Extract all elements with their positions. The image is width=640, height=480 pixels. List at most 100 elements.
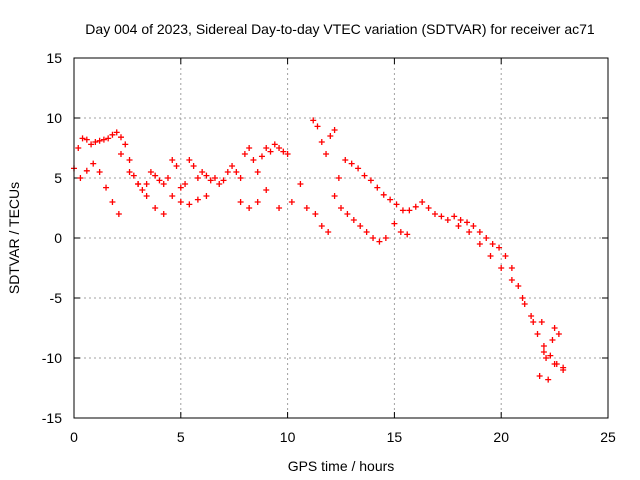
data-point [560, 367, 567, 373]
data-point [312, 211, 319, 217]
data-point [90, 160, 97, 167]
data-point [143, 193, 150, 199]
data-point [160, 181, 167, 187]
x-tick-label: 0 [70, 429, 78, 445]
data-point [551, 361, 558, 367]
data-point [508, 277, 515, 283]
y-tick-label: 0 [54, 230, 62, 246]
data-point [117, 134, 124, 141]
data-point [220, 177, 227, 184]
data-point [476, 229, 483, 235]
data-point [357, 223, 364, 229]
data-point [130, 172, 137, 179]
data-point [224, 169, 231, 175]
data-point [538, 319, 545, 325]
data-point [169, 157, 176, 163]
data-point [173, 163, 180, 169]
data-point [117, 151, 124, 157]
data-point [207, 177, 214, 184]
data-point [109, 199, 116, 205]
data-point [246, 145, 253, 151]
y-tick-label: 15 [46, 50, 62, 66]
data-series [536, 319, 562, 383]
data-point [470, 223, 477, 229]
y-axis-label: SDTVAR / TECUs [6, 182, 22, 294]
data-point [115, 211, 122, 217]
data-point [152, 205, 159, 211]
data-point [100, 136, 107, 143]
data-point [387, 196, 394, 203]
x-axis-ticks: 0 5 10 15 20 25 [70, 58, 616, 445]
data-point [237, 199, 244, 205]
data-point [331, 193, 338, 199]
data-series [276, 181, 310, 211]
x-axis-label: GPS time / hours [288, 458, 395, 474]
data-point [502, 253, 509, 259]
data-point [280, 148, 287, 155]
data-point [363, 229, 370, 235]
data-point [122, 141, 129, 148]
data-point [404, 231, 411, 238]
plot-frame [73, 57, 609, 419]
data-point [83, 136, 90, 143]
data-point [540, 349, 547, 355]
data-point [547, 352, 554, 359]
data-point [152, 172, 159, 179]
data-point [241, 151, 248, 157]
data-point [323, 151, 330, 157]
data-point [382, 235, 389, 241]
data-point [534, 331, 541, 337]
data-point [288, 199, 295, 205]
data-point [276, 205, 283, 211]
data-point [182, 181, 189, 187]
data-point [113, 129, 120, 136]
data-point [164, 175, 171, 181]
data-point [399, 207, 406, 214]
data-point [545, 376, 552, 383]
data-point [143, 181, 150, 187]
data-point [476, 241, 483, 247]
y-tick-label: -15 [42, 410, 62, 426]
data-point [455, 223, 462, 229]
y-tick-label: 5 [54, 170, 62, 186]
data-point [186, 201, 193, 208]
data-point [267, 148, 274, 155]
data-point [376, 238, 383, 245]
data-point [135, 181, 142, 187]
data-point [229, 163, 236, 169]
data-point [335, 175, 342, 181]
data-point [438, 213, 445, 220]
data-point [263, 187, 270, 193]
data-point [216, 181, 223, 187]
data-point [406, 207, 413, 214]
data-point [156, 177, 163, 184]
data-point [519, 295, 526, 301]
data-point [464, 219, 471, 226]
data-point [528, 313, 535, 319]
data-point [536, 373, 543, 379]
data-point [318, 139, 325, 145]
data-point [211, 175, 218, 181]
data-point [549, 337, 556, 343]
data-point [147, 169, 154, 175]
data-point [451, 213, 458, 220]
data-point [194, 196, 201, 203]
data-point [77, 175, 84, 181]
data-point [177, 184, 184, 191]
data-point [431, 211, 438, 217]
data-point [350, 217, 357, 223]
data-point [393, 201, 400, 208]
data-point [276, 145, 283, 151]
data-series [117, 151, 167, 217]
data-point [88, 141, 95, 148]
data-series [237, 187, 270, 211]
data-point [444, 217, 451, 223]
data-point [254, 199, 261, 205]
data-point [250, 157, 257, 163]
data-point [489, 241, 496, 247]
data-point [263, 145, 270, 151]
data-point [496, 244, 503, 251]
data-point [555, 331, 562, 337]
data-point [412, 203, 419, 210]
data-point [508, 265, 515, 271]
